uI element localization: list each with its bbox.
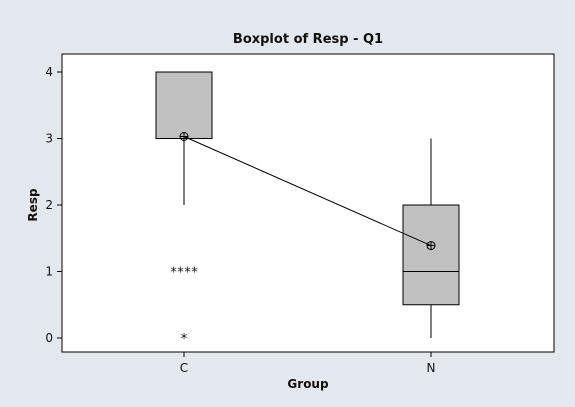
- mean-connect-line: [183, 136, 432, 247]
- y-axis-label: Resp: [26, 188, 40, 222]
- outlier-point: *: [184, 266, 192, 281]
- iqr-box: [155, 71, 213, 139]
- mean-symbol: [179, 132, 189, 142]
- axis-ticks-layer: 0 1 2 3 4 C N: [45, 65, 435, 375]
- boxplot-marks-layer: ** * * *: [155, 71, 460, 347]
- outlier-point: *: [177, 266, 185, 281]
- outlier-point: *: [180, 332, 188, 347]
- x-tick-label: C: [180, 361, 188, 375]
- outlier-point: *: [191, 266, 199, 281]
- x-axis-label: Group: [287, 377, 329, 391]
- y-tick-label: 3: [45, 132, 53, 146]
- y-tick-label: 0: [45, 331, 53, 345]
- outlier-point: *: [170, 266, 178, 281]
- mean-symbol: [426, 241, 436, 251]
- y-tick-label: 1: [45, 265, 53, 279]
- iqr-box: [402, 204, 460, 306]
- x-tick-label: N: [427, 361, 436, 375]
- plot-area: [61, 53, 555, 353]
- chart-title: Boxplot of Resp - Q1: [233, 32, 383, 47]
- y-tick-label: 4: [45, 65, 53, 79]
- y-tick-label: 2: [45, 198, 53, 212]
